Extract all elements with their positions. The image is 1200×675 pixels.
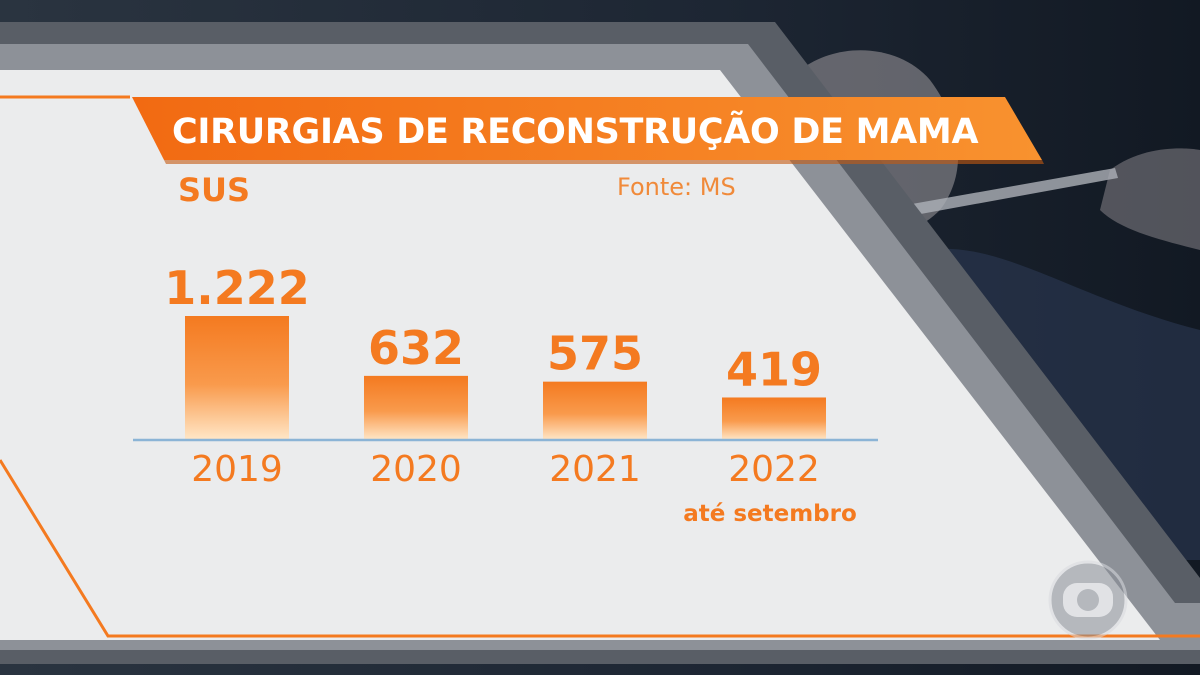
chart-source: Fonte: MS [617, 173, 736, 201]
value-label-2019: 1.222 [164, 261, 310, 315]
bar-2021 [543, 381, 647, 440]
category-note-2022: até setembro [683, 501, 857, 527]
category-label-2020: 2020 [370, 449, 462, 490]
panel-accent-line-lower [0, 459, 1200, 638]
globo-logo-icon [1048, 560, 1128, 640]
chart-title: CIRURGIAS DE RECONSTRUÇÃO DE MAMA [172, 112, 979, 152]
category-label-2022: 2022 [728, 449, 820, 490]
title-banner-shadow [164, 160, 1044, 164]
title-banner [132, 97, 1042, 160]
bar-chart: 1.222 2019 632 2020 575 2021 419 2022 até setemb… [133, 261, 878, 527]
category-label-2019: 2019 [191, 449, 283, 490]
bar-2020 [364, 375, 468, 440]
bar-2022 [722, 397, 826, 440]
chart-panel [0, 70, 1160, 640]
value-label-2021: 575 [547, 327, 643, 381]
value-label-2022: 419 [726, 342, 822, 396]
bar-2019 [185, 316, 289, 440]
chart-subtitle: SUS [178, 171, 251, 209]
category-label-2021: 2021 [549, 449, 641, 490]
value-label-2020: 632 [368, 321, 464, 375]
gloved-hand-right-shape [1100, 148, 1200, 250]
